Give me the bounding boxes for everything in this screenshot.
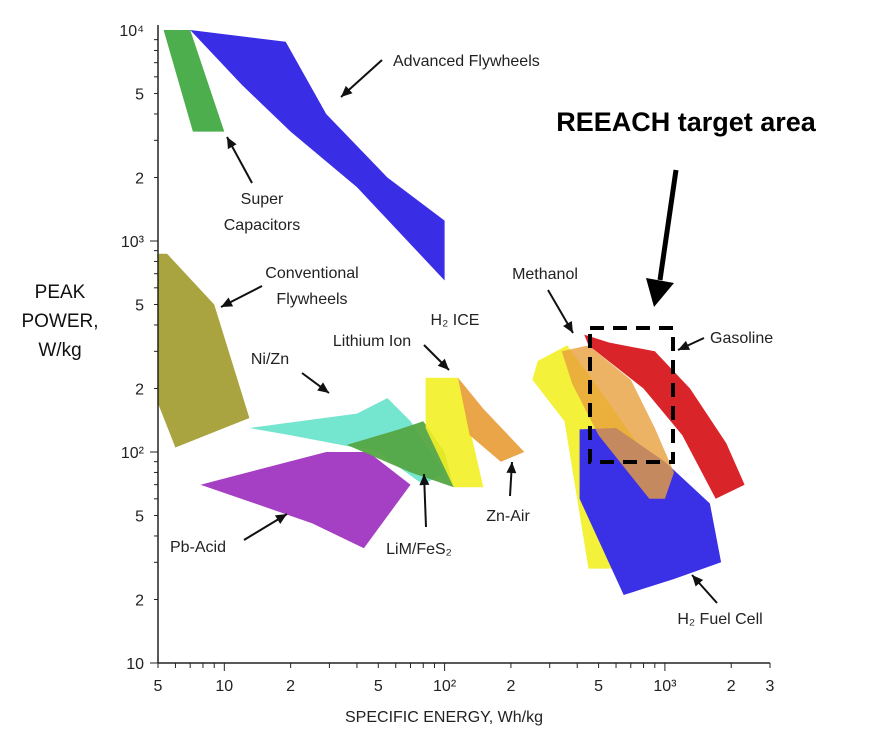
- x-tick-label: 2: [506, 678, 515, 695]
- annotation-h2-ice: H₂ ICE: [431, 312, 480, 329]
- region-pb-acid: [200, 452, 411, 549]
- y-tick-label: 2: [135, 170, 144, 187]
- annotation-lithium-ion: Lithium Ion: [333, 333, 411, 350]
- y-tick-label: 10²: [121, 445, 145, 462]
- annotation-advanced-flywheels: Advanced Flywheels: [393, 53, 540, 70]
- annotation-super-capacitors-2: Capacitors: [224, 217, 300, 234]
- x-tick-label: 5: [374, 678, 383, 695]
- target-area-box: [588, 326, 675, 464]
- y-tick-label: 2: [135, 381, 144, 398]
- annotation-h2-fuel-cell: H₂ Fuel Cell: [677, 611, 762, 628]
- y-axis-title-line: PEAK: [35, 282, 86, 303]
- y-axis-title-line: W/kg: [38, 340, 81, 361]
- annotation-conventional-flywheels-2: Flywheels: [276, 291, 347, 308]
- x-tick-label: 10²: [433, 678, 457, 695]
- target-area-label: REEACH target area: [556, 107, 817, 137]
- target-arrow-head: [646, 278, 674, 307]
- region-lim-fes2: [346, 421, 454, 488]
- region-gasoline: [584, 334, 745, 499]
- annotation-pb-acid: Pb-Acid: [170, 539, 226, 556]
- arrowhead-h2-fuel-cell: [692, 575, 704, 587]
- y-tick-label: 5: [135, 509, 144, 526]
- region-zn-air: [458, 377, 525, 462]
- arrowhead-conventional-flywheels: [221, 297, 234, 307]
- x-axis-title: SPECIFIC ENERGY, Wh/kg: [345, 709, 543, 726]
- arrowhead-super-capacitors: [227, 137, 237, 150]
- annotation-super-capacitors-1: Super: [241, 191, 284, 208]
- arrowhead-pb-acid: [275, 514, 287, 524]
- arrowhead-ni-zn: [317, 382, 329, 393]
- arrowhead-lim-fes2: [419, 474, 430, 486]
- annotation-zn-air: Zn-Air: [486, 508, 530, 525]
- arrowhead-h2-ice: [437, 358, 449, 370]
- arrowhead-methanol: [563, 321, 573, 333]
- y-axis-title-line: POWER,: [21, 311, 98, 332]
- x-tick-label: 2: [727, 678, 736, 695]
- region-advanced-flywheels: [190, 30, 445, 281]
- region-super-capacitors: [163, 30, 225, 132]
- annotation-gasoline: Gasoline: [710, 330, 773, 347]
- x-tick-label: 10³: [653, 678, 677, 695]
- y-tick-label: 10³: [121, 234, 145, 251]
- y-tick-label: 5: [135, 298, 144, 315]
- region-lithium-ion: [425, 377, 484, 488]
- x-tick-label: 5: [154, 678, 163, 695]
- region-conventional-flywheels: [158, 253, 250, 448]
- y-tick-label: 10⁴: [119, 23, 144, 40]
- target-arrow-shaft: [657, 169, 679, 281]
- annotation-ni-zn: Ni/Zn: [251, 351, 289, 368]
- annotation-conventional-flywheels-1: Conventional: [265, 265, 358, 282]
- arrowhead-advanced-flywheels: [341, 85, 353, 97]
- x-tick-label: 3: [766, 678, 775, 695]
- arrowhead-gasoline: [678, 340, 691, 350]
- arrowhead-zn-air: [506, 462, 517, 474]
- y-tick-label: 5: [135, 87, 144, 104]
- target-area-layer: REEACH target area: [556, 107, 817, 464]
- axes-layer: 5 10 2 5 10² 2 5 10³ 2 3 10 2 5 10² 2 5 10³ 2 5 10⁴ SPECIFIC…: [21, 23, 774, 726]
- y-tick-label: 10: [126, 656, 144, 673]
- annotation-methanol: Methanol: [512, 266, 578, 283]
- x-tick-label: 5: [594, 678, 603, 695]
- x-tick-label: 10: [215, 678, 233, 695]
- x-tick-label: 2: [286, 678, 295, 695]
- region-h2-fuel-cell: [579, 428, 722, 595]
- annotation-lim-fes2: LiM/FeS₂: [386, 541, 452, 558]
- y-tick-label: 2: [135, 592, 144, 609]
- annotations-layer: Advanced Flywheels Super Capacitors Convent…: [170, 53, 773, 628]
- regions-layer: [158, 30, 745, 595]
